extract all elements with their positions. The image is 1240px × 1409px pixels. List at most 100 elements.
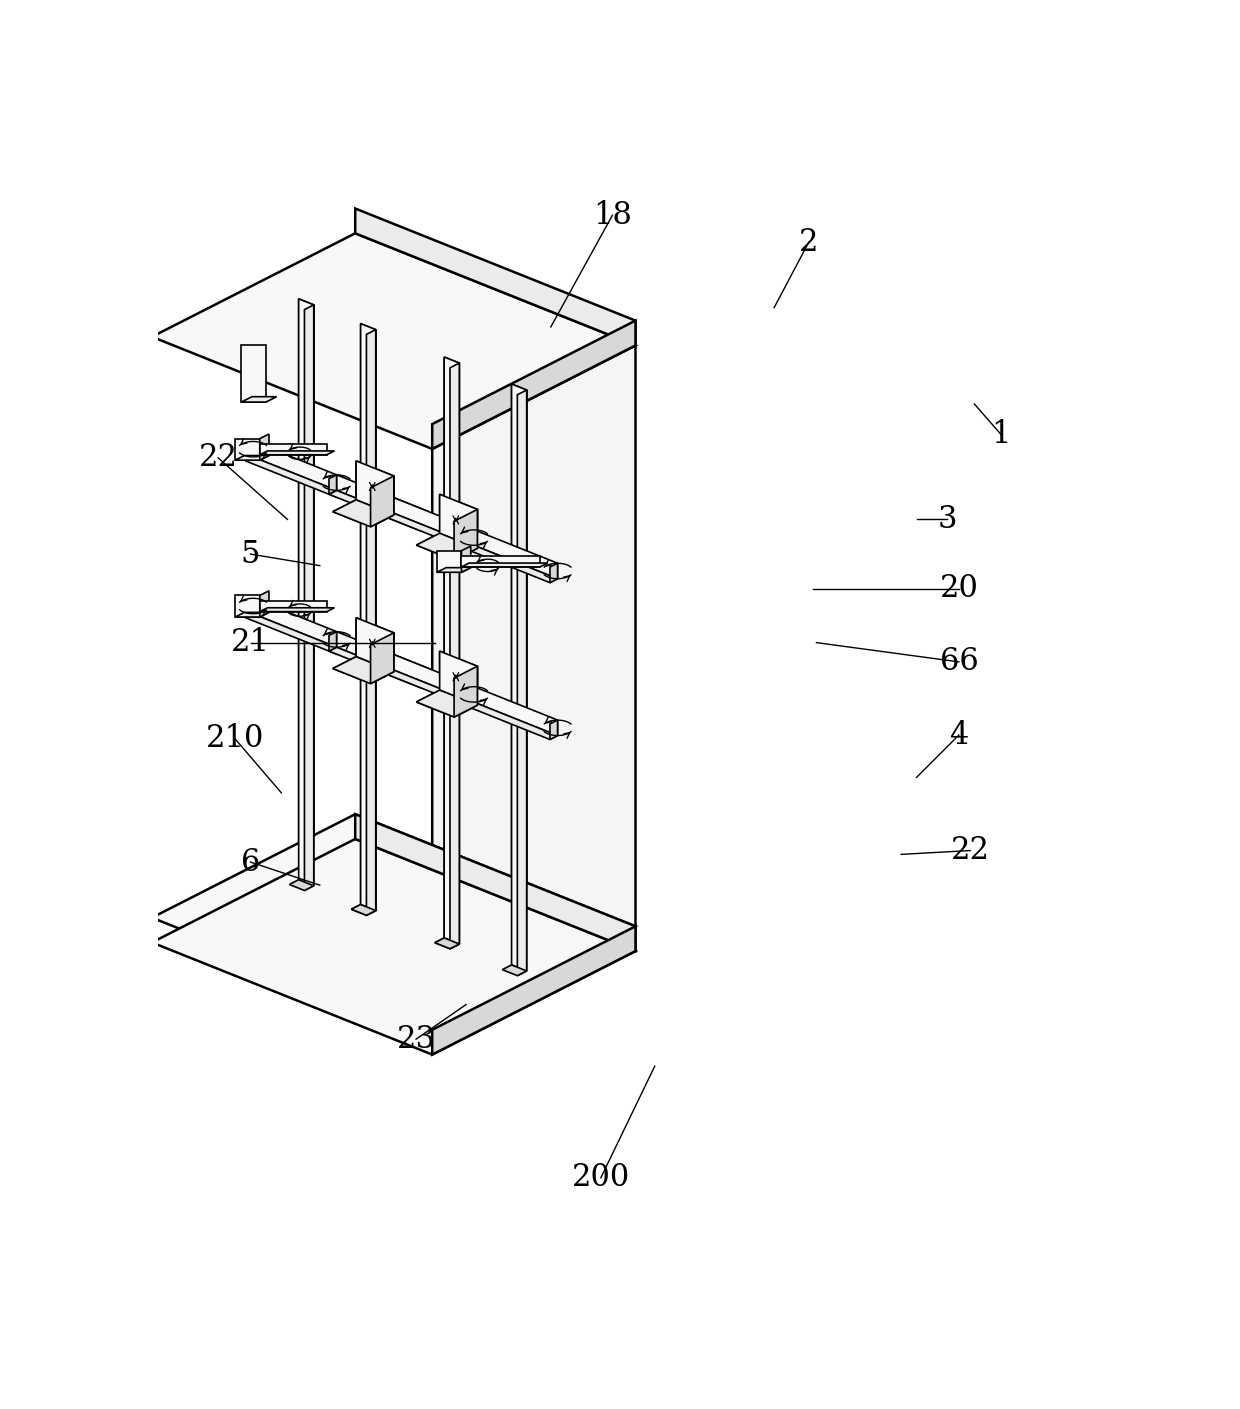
Polygon shape [371,476,394,527]
Polygon shape [466,686,474,706]
Polygon shape [466,530,474,550]
Polygon shape [440,495,477,548]
Polygon shape [466,527,558,579]
Polygon shape [355,814,635,951]
Polygon shape [461,564,548,566]
Polygon shape [356,461,394,514]
Polygon shape [242,345,265,402]
Polygon shape [332,500,394,527]
Polygon shape [305,304,314,890]
Polygon shape [305,304,314,890]
Polygon shape [459,542,558,583]
Polygon shape [153,838,635,1054]
Polygon shape [551,564,558,583]
Polygon shape [253,441,345,493]
Polygon shape [361,324,376,910]
Polygon shape [367,330,376,916]
Polygon shape [299,299,314,886]
Text: 1: 1 [992,420,1011,451]
Polygon shape [371,476,394,527]
Polygon shape [512,385,527,971]
Polygon shape [329,631,336,651]
Polygon shape [374,509,474,550]
Polygon shape [450,364,459,948]
Polygon shape [356,617,394,672]
Polygon shape [382,493,474,545]
Polygon shape [444,356,459,944]
Polygon shape [236,613,269,617]
Polygon shape [417,533,477,561]
Polygon shape [433,926,635,1054]
Polygon shape [246,614,345,654]
Polygon shape [461,547,471,572]
Polygon shape [289,879,314,890]
Polygon shape [236,596,259,617]
Text: 2: 2 [799,227,818,258]
Polygon shape [253,599,345,651]
Polygon shape [440,651,477,704]
Polygon shape [454,510,477,561]
Polygon shape [417,533,477,561]
Polygon shape [454,666,477,717]
Polygon shape [153,814,635,1030]
Polygon shape [299,299,314,886]
Polygon shape [259,451,335,455]
Text: 66: 66 [940,647,978,678]
Polygon shape [517,390,527,975]
Polygon shape [444,356,459,944]
Polygon shape [440,651,477,704]
Polygon shape [336,475,428,527]
Polygon shape [259,444,326,455]
Text: 23: 23 [397,1024,435,1055]
Polygon shape [246,441,253,461]
Polygon shape [242,397,277,402]
Polygon shape [502,965,527,975]
Polygon shape [367,330,376,916]
Polygon shape [382,650,474,702]
Polygon shape [512,385,527,971]
Polygon shape [259,607,335,612]
Text: 22: 22 [951,836,990,867]
Text: 6: 6 [241,847,260,878]
Text: 21: 21 [231,627,270,658]
Polygon shape [417,690,477,717]
Polygon shape [351,905,376,916]
Polygon shape [246,599,253,617]
Polygon shape [551,720,558,740]
Polygon shape [355,209,635,345]
Polygon shape [259,600,326,612]
Polygon shape [332,657,394,683]
Text: 5: 5 [241,538,260,569]
Polygon shape [454,510,477,561]
Text: 20: 20 [940,573,978,604]
Polygon shape [336,631,428,683]
Polygon shape [259,434,269,461]
Text: 18: 18 [593,200,632,231]
Polygon shape [153,234,635,449]
Polygon shape [440,495,477,548]
Polygon shape [329,490,428,531]
Polygon shape [466,683,558,735]
Polygon shape [433,345,635,1030]
Polygon shape [517,390,527,975]
Polygon shape [246,457,345,497]
Polygon shape [417,690,477,717]
Polygon shape [356,461,394,514]
Polygon shape [436,568,471,572]
Text: 22: 22 [198,442,238,473]
Polygon shape [236,455,269,461]
Polygon shape [450,364,459,948]
Polygon shape [436,551,461,572]
Polygon shape [454,666,477,717]
Text: 3: 3 [937,504,957,535]
Polygon shape [433,321,635,449]
Polygon shape [361,324,376,910]
Text: 200: 200 [572,1162,630,1193]
Polygon shape [459,699,558,740]
Polygon shape [329,647,428,688]
Polygon shape [371,633,394,683]
Polygon shape [329,475,336,495]
Polygon shape [289,879,314,890]
Polygon shape [374,665,474,706]
Polygon shape [435,938,459,948]
